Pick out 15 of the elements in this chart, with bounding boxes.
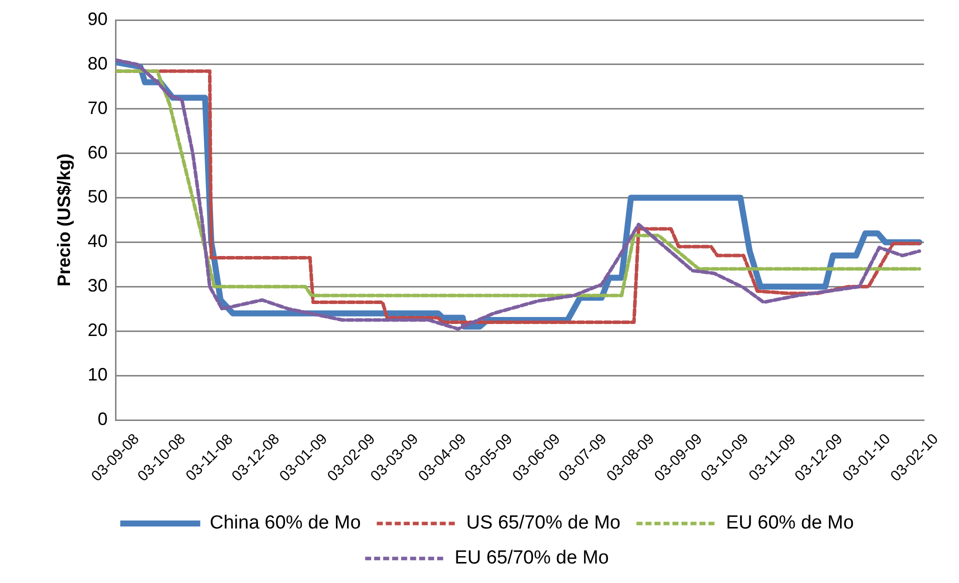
legend-label: EU 65/70% de Mo [454,548,609,569]
y-tick-label: 40 [88,231,108,252]
y-tick-label: 10 [88,364,108,385]
y-tick-label: 30 [88,276,108,296]
legend-label: China 60% de Mo [210,512,361,534]
legend-label: EU 60% de Mo [726,512,854,534]
y-tick-label: 80 [88,53,108,74]
y-tick-label: 60 [88,142,108,162]
y-tick-label: 50 [88,186,108,207]
y-axis-title: Precio (US$/kg) [54,153,74,287]
y-tick-label: 20 [88,320,108,340]
y-tick-label: 90 [88,8,108,29]
y-tick-label: 70 [88,98,108,118]
legend-label: US 65/70% de Mo [466,512,620,534]
y-tick-label: 0 [98,408,108,429]
